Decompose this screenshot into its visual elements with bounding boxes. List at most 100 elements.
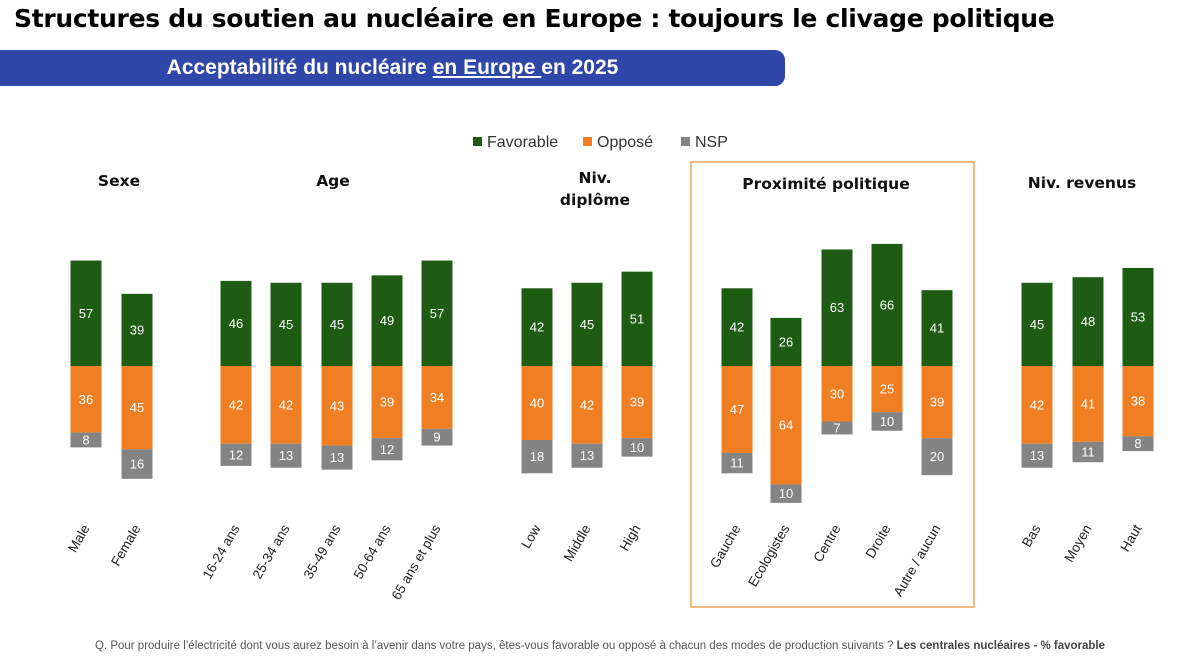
- legend-swatch-0: [473, 137, 482, 146]
- bar-nsp-2-1: [571, 443, 603, 468]
- value-label-favorable-4-0: 45: [1030, 317, 1044, 332]
- bar-nsp-1-0: [220, 443, 252, 466]
- bar-nsp-1-4: [421, 428, 453, 446]
- bar-oppose-1-3: [371, 366, 403, 439]
- bar-favorable-3-3: [871, 243, 903, 366]
- group-title-2-0: Niv.: [578, 169, 611, 187]
- category-label-2-1: Middle: [561, 522, 594, 564]
- value-label-oppose-3-4: 39: [930, 395, 944, 410]
- banner-text-post: en 2025: [541, 56, 619, 79]
- stacked-bar-chart: Favorable Opposé NSP Sexe 57 36 8 Male 39 45 16 Fem…: [65, 134, 1154, 608]
- bar-nsp-2-2: [621, 438, 653, 457]
- value-label-favorable-3-3: 66: [880, 297, 894, 312]
- bar-favorable-1-1: [270, 282, 302, 366]
- value-label-favorable-3-1: 26: [779, 334, 793, 349]
- footnote: Q. Pour produire l’électricité dont vous…: [0, 640, 1200, 652]
- category-label-4-1: Moyen: [1061, 522, 1094, 565]
- value-label-nsp-1-0: 12: [229, 447, 243, 462]
- value-label-nsp-3-4: 20: [930, 449, 944, 464]
- value-label-oppose-4-1: 41: [1081, 396, 1095, 411]
- bar-oppose-2-0: [521, 366, 553, 440]
- value-label-nsp-4-2: 8: [1134, 436, 1141, 451]
- bar-nsp-4-1: [1072, 441, 1104, 463]
- bar-nsp-1-1: [270, 443, 302, 468]
- value-label-nsp-1-3: 12: [380, 442, 394, 457]
- value-label-nsp-1-1: 13: [279, 448, 293, 463]
- bar-nsp-2-0: [521, 440, 553, 474]
- value-label-nsp-3-1: 10: [779, 486, 793, 501]
- value-label-nsp-2-2: 10: [630, 440, 644, 455]
- bar-oppose-3-4: [921, 366, 953, 439]
- category-label-3-4: Autre / aucun: [890, 522, 943, 599]
- value-label-favorable-0-0: 57: [79, 306, 93, 321]
- category-label-0-1: Female: [108, 522, 143, 568]
- banner-text: Acceptabilité du nucléaire en Europe en …: [0, 50, 785, 86]
- bar-favorable-1-0: [220, 280, 252, 366]
- value-label-favorable-4-1: 48: [1081, 314, 1095, 329]
- bar-oppose-0-0: [70, 366, 102, 433]
- value-label-nsp-0-0: 8: [82, 433, 89, 448]
- bar-oppose-4-0: [1021, 366, 1053, 444]
- group-title-3-0: Proximité politique: [742, 175, 909, 193]
- category-label-3-2: Centre: [810, 522, 843, 565]
- bar-nsp-3-3: [871, 412, 903, 431]
- bar-nsp-0-1: [121, 449, 153, 479]
- value-label-nsp-1-4: 9: [433, 430, 440, 445]
- bar-nsp-1-3: [371, 438, 403, 461]
- category-label-3-0: Gauche: [707, 522, 744, 570]
- group-title-2-1: diplôme: [560, 191, 630, 209]
- bar-favorable-3-2: [821, 249, 853, 366]
- value-label-oppose-4-0: 42: [1030, 397, 1044, 412]
- value-label-oppose-3-2: 30: [830, 386, 844, 401]
- category-label-2-0: Low: [518, 522, 543, 551]
- value-label-oppose-1-4: 34: [430, 390, 444, 405]
- bar-oppose-3-1: [770, 366, 802, 485]
- bar-favorable-3-1: [770, 317, 802, 366]
- value-label-oppose-1-3: 39: [380, 395, 394, 410]
- bar-oppose-3-0: [721, 366, 753, 453]
- value-label-oppose-3-0: 47: [730, 402, 744, 417]
- value-label-oppose-4-2: 38: [1131, 394, 1145, 409]
- bar-oppose-3-2: [821, 366, 853, 422]
- group-title-1-0: Age: [316, 172, 350, 190]
- bar-favorable-1-2: [321, 282, 353, 366]
- value-label-nsp-2-1: 13: [580, 448, 594, 463]
- value-label-oppose-3-3: 25: [880, 382, 894, 397]
- page-title: Structures du soutien au nucléaire en Eu…: [14, 4, 1055, 33]
- value-label-favorable-2-2: 51: [630, 311, 644, 326]
- value-label-nsp-4-1: 11: [1081, 445, 1095, 460]
- group-title-0-0: Sexe: [98, 172, 140, 190]
- bar-oppose-2-1: [571, 366, 603, 444]
- value-label-favorable-3-0: 42: [730, 320, 744, 335]
- subtitle-banner: Acceptabilité du nucléaire en Europe en …: [0, 50, 785, 86]
- bar-favorable-1-4: [421, 260, 453, 366]
- bar-nsp-3-0: [721, 452, 753, 474]
- bar-nsp-3-1: [770, 484, 802, 503]
- value-label-oppose-2-1: 42: [580, 397, 594, 412]
- value-label-oppose-1-1: 42: [279, 397, 293, 412]
- value-label-nsp-4-0: 13: [1030, 448, 1044, 463]
- bar-oppose-4-1: [1072, 366, 1104, 442]
- category-label-4-2: Haut: [1117, 522, 1144, 554]
- value-label-oppose-0-0: 36: [79, 392, 93, 407]
- value-label-nsp-3-0: 11: [730, 456, 744, 471]
- value-label-oppose-3-1: 64: [779, 418, 793, 433]
- bar-favorable-2-2: [621, 271, 653, 366]
- banner-text-pre: Acceptabilité du nucléaire: [166, 56, 433, 79]
- bar-oppose-1-2: [321, 366, 353, 446]
- bar-nsp-4-2: [1122, 436, 1154, 452]
- value-label-favorable-1-2: 45: [330, 317, 344, 332]
- value-label-favorable-1-3: 49: [380, 313, 394, 328]
- category-label-2-2: High: [617, 522, 644, 554]
- value-label-nsp-1-2: 13: [330, 450, 344, 465]
- value-label-oppose-0-1: 45: [130, 400, 144, 415]
- bar-favorable-2-0: [521, 288, 553, 366]
- value-label-favorable-0-1: 39: [130, 322, 144, 337]
- value-label-nsp-3-3: 10: [880, 414, 894, 429]
- bar-favorable-0-1: [121, 293, 153, 366]
- category-label-1-0: 16-24 ans: [200, 522, 243, 582]
- bar-oppose-3-3: [871, 366, 903, 413]
- bar-favorable-0-0: [70, 260, 102, 366]
- category-label-3-1: Ecologistes: [745, 522, 793, 590]
- bar-nsp-1-2: [321, 445, 353, 470]
